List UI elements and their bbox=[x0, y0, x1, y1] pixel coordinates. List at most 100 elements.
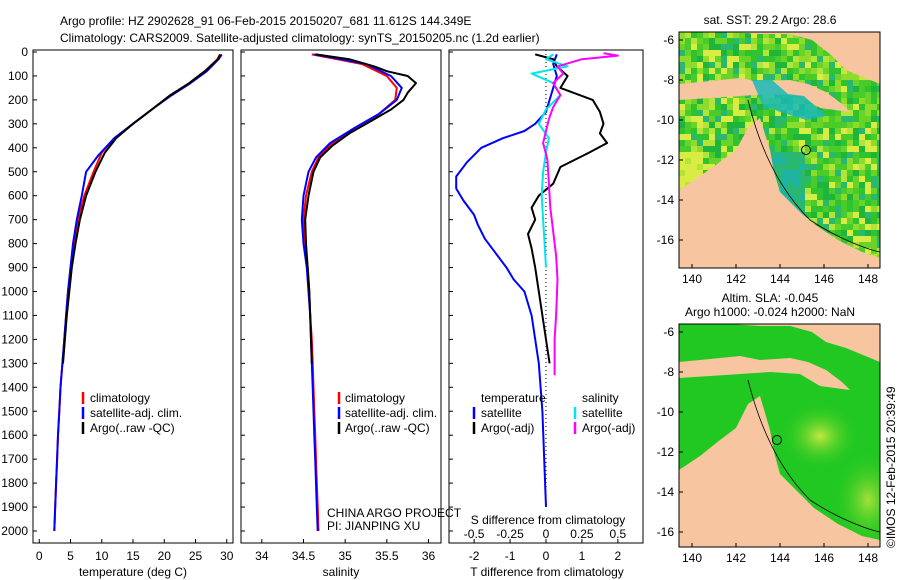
sst-cell bbox=[793, 182, 799, 188]
sst-cell bbox=[757, 68, 763, 74]
sst-cell bbox=[781, 188, 787, 194]
map-y-tick-label: -8 bbox=[663, 73, 674, 87]
sst-cell bbox=[709, 38, 715, 44]
sst-cell bbox=[811, 74, 817, 80]
sst-cell bbox=[859, 236, 865, 242]
sst-cell bbox=[733, 56, 739, 62]
sst-cell bbox=[721, 134, 727, 140]
sst-cell bbox=[787, 128, 793, 134]
sst-cell bbox=[811, 146, 817, 152]
x-tick-label: 2 bbox=[615, 549, 622, 563]
sst-cell bbox=[775, 74, 781, 80]
sst-cell bbox=[829, 206, 835, 212]
sst-cell bbox=[781, 176, 787, 182]
sst-cell bbox=[817, 212, 823, 218]
sst-cell bbox=[697, 38, 703, 44]
sst-cell bbox=[877, 86, 880, 92]
sst-cell bbox=[775, 38, 781, 44]
sst-cell bbox=[721, 38, 727, 44]
sst-cell bbox=[829, 152, 835, 158]
sst-cell bbox=[721, 152, 727, 158]
sst-cell bbox=[811, 164, 817, 170]
sst-cell bbox=[679, 62, 685, 68]
x-tick-label-top: -0.25 bbox=[496, 527, 524, 541]
sst-cell bbox=[829, 140, 835, 146]
sst-cell bbox=[859, 140, 865, 146]
sst-cell bbox=[769, 44, 775, 50]
sst-cell bbox=[697, 122, 703, 128]
sst-cell bbox=[823, 152, 829, 158]
sst-cell bbox=[757, 62, 763, 68]
sst-cell bbox=[733, 68, 739, 74]
sst-cell bbox=[835, 194, 841, 200]
sst-cell bbox=[745, 74, 751, 80]
sst-cell bbox=[745, 110, 751, 116]
sst-cell bbox=[865, 230, 871, 236]
sst-cell bbox=[805, 44, 811, 50]
legend-argo-label: Argo(..raw -QC) bbox=[345, 421, 430, 435]
sst-cell bbox=[685, 140, 691, 146]
sst-cell bbox=[823, 224, 829, 230]
sst-cell bbox=[877, 236, 880, 242]
sst-cell bbox=[709, 164, 715, 170]
argo-position-marker bbox=[772, 435, 782, 445]
sst-cell bbox=[817, 140, 823, 146]
sst-cell bbox=[853, 200, 859, 206]
sst-cell bbox=[769, 116, 775, 122]
sst-cell bbox=[841, 68, 847, 74]
sst-cell bbox=[853, 122, 859, 128]
sst-cell bbox=[691, 62, 697, 68]
sst-cell bbox=[697, 164, 703, 170]
sst-cell bbox=[817, 200, 823, 206]
sst-cell bbox=[853, 170, 859, 176]
sst-cell bbox=[829, 56, 835, 62]
sst-cell bbox=[793, 62, 799, 68]
sst-cell bbox=[853, 110, 859, 116]
sst-cell bbox=[715, 134, 721, 140]
sst-cell bbox=[871, 152, 877, 158]
sst-cell bbox=[865, 182, 871, 188]
sst-cell bbox=[769, 56, 775, 62]
sst-cell bbox=[763, 110, 769, 116]
sst-cell bbox=[853, 230, 859, 236]
depth-tick-label: 900 bbox=[8, 261, 28, 275]
sst-cell bbox=[811, 122, 817, 128]
map-y-tick-label: -6 bbox=[663, 33, 674, 47]
sst-cell bbox=[829, 212, 835, 218]
sst-cell bbox=[871, 242, 877, 248]
x-tick-label: 35.5 bbox=[375, 549, 399, 563]
sst-cell bbox=[817, 44, 823, 50]
land-png-north bbox=[679, 324, 880, 362]
sst-cell bbox=[703, 62, 709, 68]
sst-cell bbox=[853, 224, 859, 230]
sst-cell bbox=[871, 176, 877, 182]
x-tick-label: 0 bbox=[543, 549, 550, 563]
sst-cell bbox=[679, 56, 685, 62]
sst-cell bbox=[805, 80, 811, 86]
sst-cell bbox=[781, 134, 787, 140]
sst-cell bbox=[799, 134, 805, 140]
x-tick-label-top: 0.5 bbox=[610, 527, 627, 541]
sst-cell bbox=[847, 74, 853, 80]
sst-cell bbox=[727, 110, 733, 116]
sst-cell bbox=[865, 164, 871, 170]
sst-cell bbox=[805, 62, 811, 68]
sst-cell bbox=[859, 158, 865, 164]
sst-cell bbox=[697, 152, 703, 158]
sst-cell bbox=[709, 110, 715, 116]
sst-cell bbox=[721, 98, 727, 104]
sst-cell bbox=[859, 74, 865, 80]
sst-cell bbox=[871, 80, 877, 86]
sla-high-anomaly bbox=[832, 450, 880, 547]
sst-cell bbox=[823, 188, 829, 194]
sst-cell bbox=[823, 218, 829, 224]
sst-cell bbox=[679, 152, 685, 158]
sst-cell bbox=[775, 32, 781, 38]
sst-cell bbox=[829, 146, 835, 152]
salinity-plot: 34 34.5 35 35.5 36 bbox=[255, 53, 435, 563]
depth-tick-label: 700 bbox=[8, 213, 28, 227]
depth-tick-label: 400 bbox=[8, 141, 28, 155]
sst-cell bbox=[751, 116, 757, 122]
sst-cell bbox=[751, 104, 757, 110]
sst-cell bbox=[847, 224, 853, 230]
